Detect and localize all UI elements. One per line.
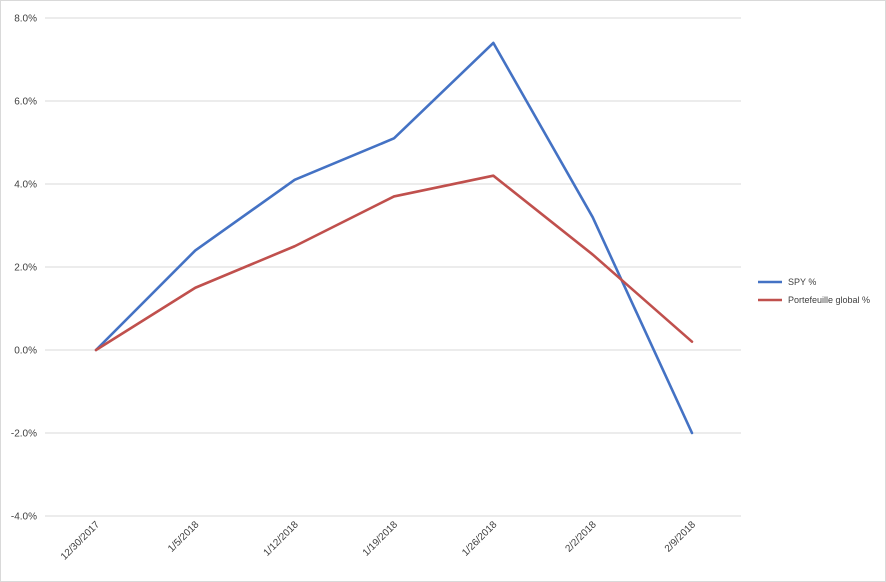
data-point (492, 42, 495, 44)
y-axis-tick-labels: -4.0% -2.0% 0.0% 2.0% 4.0% 6.0% 8.0% (11, 14, 37, 523)
x-axis-tick-labels: 12/30/2017 1/5/2018 1/12/2018 1/19/2018 1/26… (59, 519, 698, 562)
series-line-1 (94, 174, 694, 352)
data-point (95, 349, 97, 351)
legend-label: Portefeuille global % (788, 295, 870, 305)
x-tick-label: 1/19/2018 (361, 519, 401, 559)
data-point (591, 253, 594, 256)
x-tick-label: 1/26/2018 (460, 519, 500, 559)
data-point (492, 174, 495, 177)
y-tick-label: 8.0% (14, 14, 37, 25)
y-tick-label: 6.0% (14, 97, 37, 108)
y-tick-label: 0.0% (14, 346, 37, 357)
y-tick-label: -4.0% (11, 512, 37, 523)
data-point (194, 249, 197, 252)
x-tick-label: 2/9/2018 (663, 519, 699, 555)
y-tick-label: 4.0% (14, 180, 37, 191)
x-tick-label: 12/30/2017 (59, 519, 102, 562)
series-lines (94, 41, 694, 435)
y-tick-label: -2.0% (11, 429, 37, 440)
x-tick-label: 1/12/2018 (262, 519, 302, 559)
x-tick-label: 2/2/2018 (563, 519, 599, 555)
data-point (393, 195, 395, 198)
data-point (393, 137, 395, 140)
data-point (591, 216, 594, 218)
legend-label: SPY % (788, 277, 816, 287)
x-tick-label: 1/5/2018 (166, 519, 202, 555)
y-tick-label: 2.0% (14, 263, 37, 274)
data-point (293, 245, 296, 248)
data-point (691, 340, 693, 343)
gridlines (45, 17, 741, 517)
data-point (194, 286, 197, 289)
data-point (691, 432, 693, 434)
data-point (293, 179, 296, 181)
legend: SPY % Portefeuille global % (758, 277, 870, 305)
